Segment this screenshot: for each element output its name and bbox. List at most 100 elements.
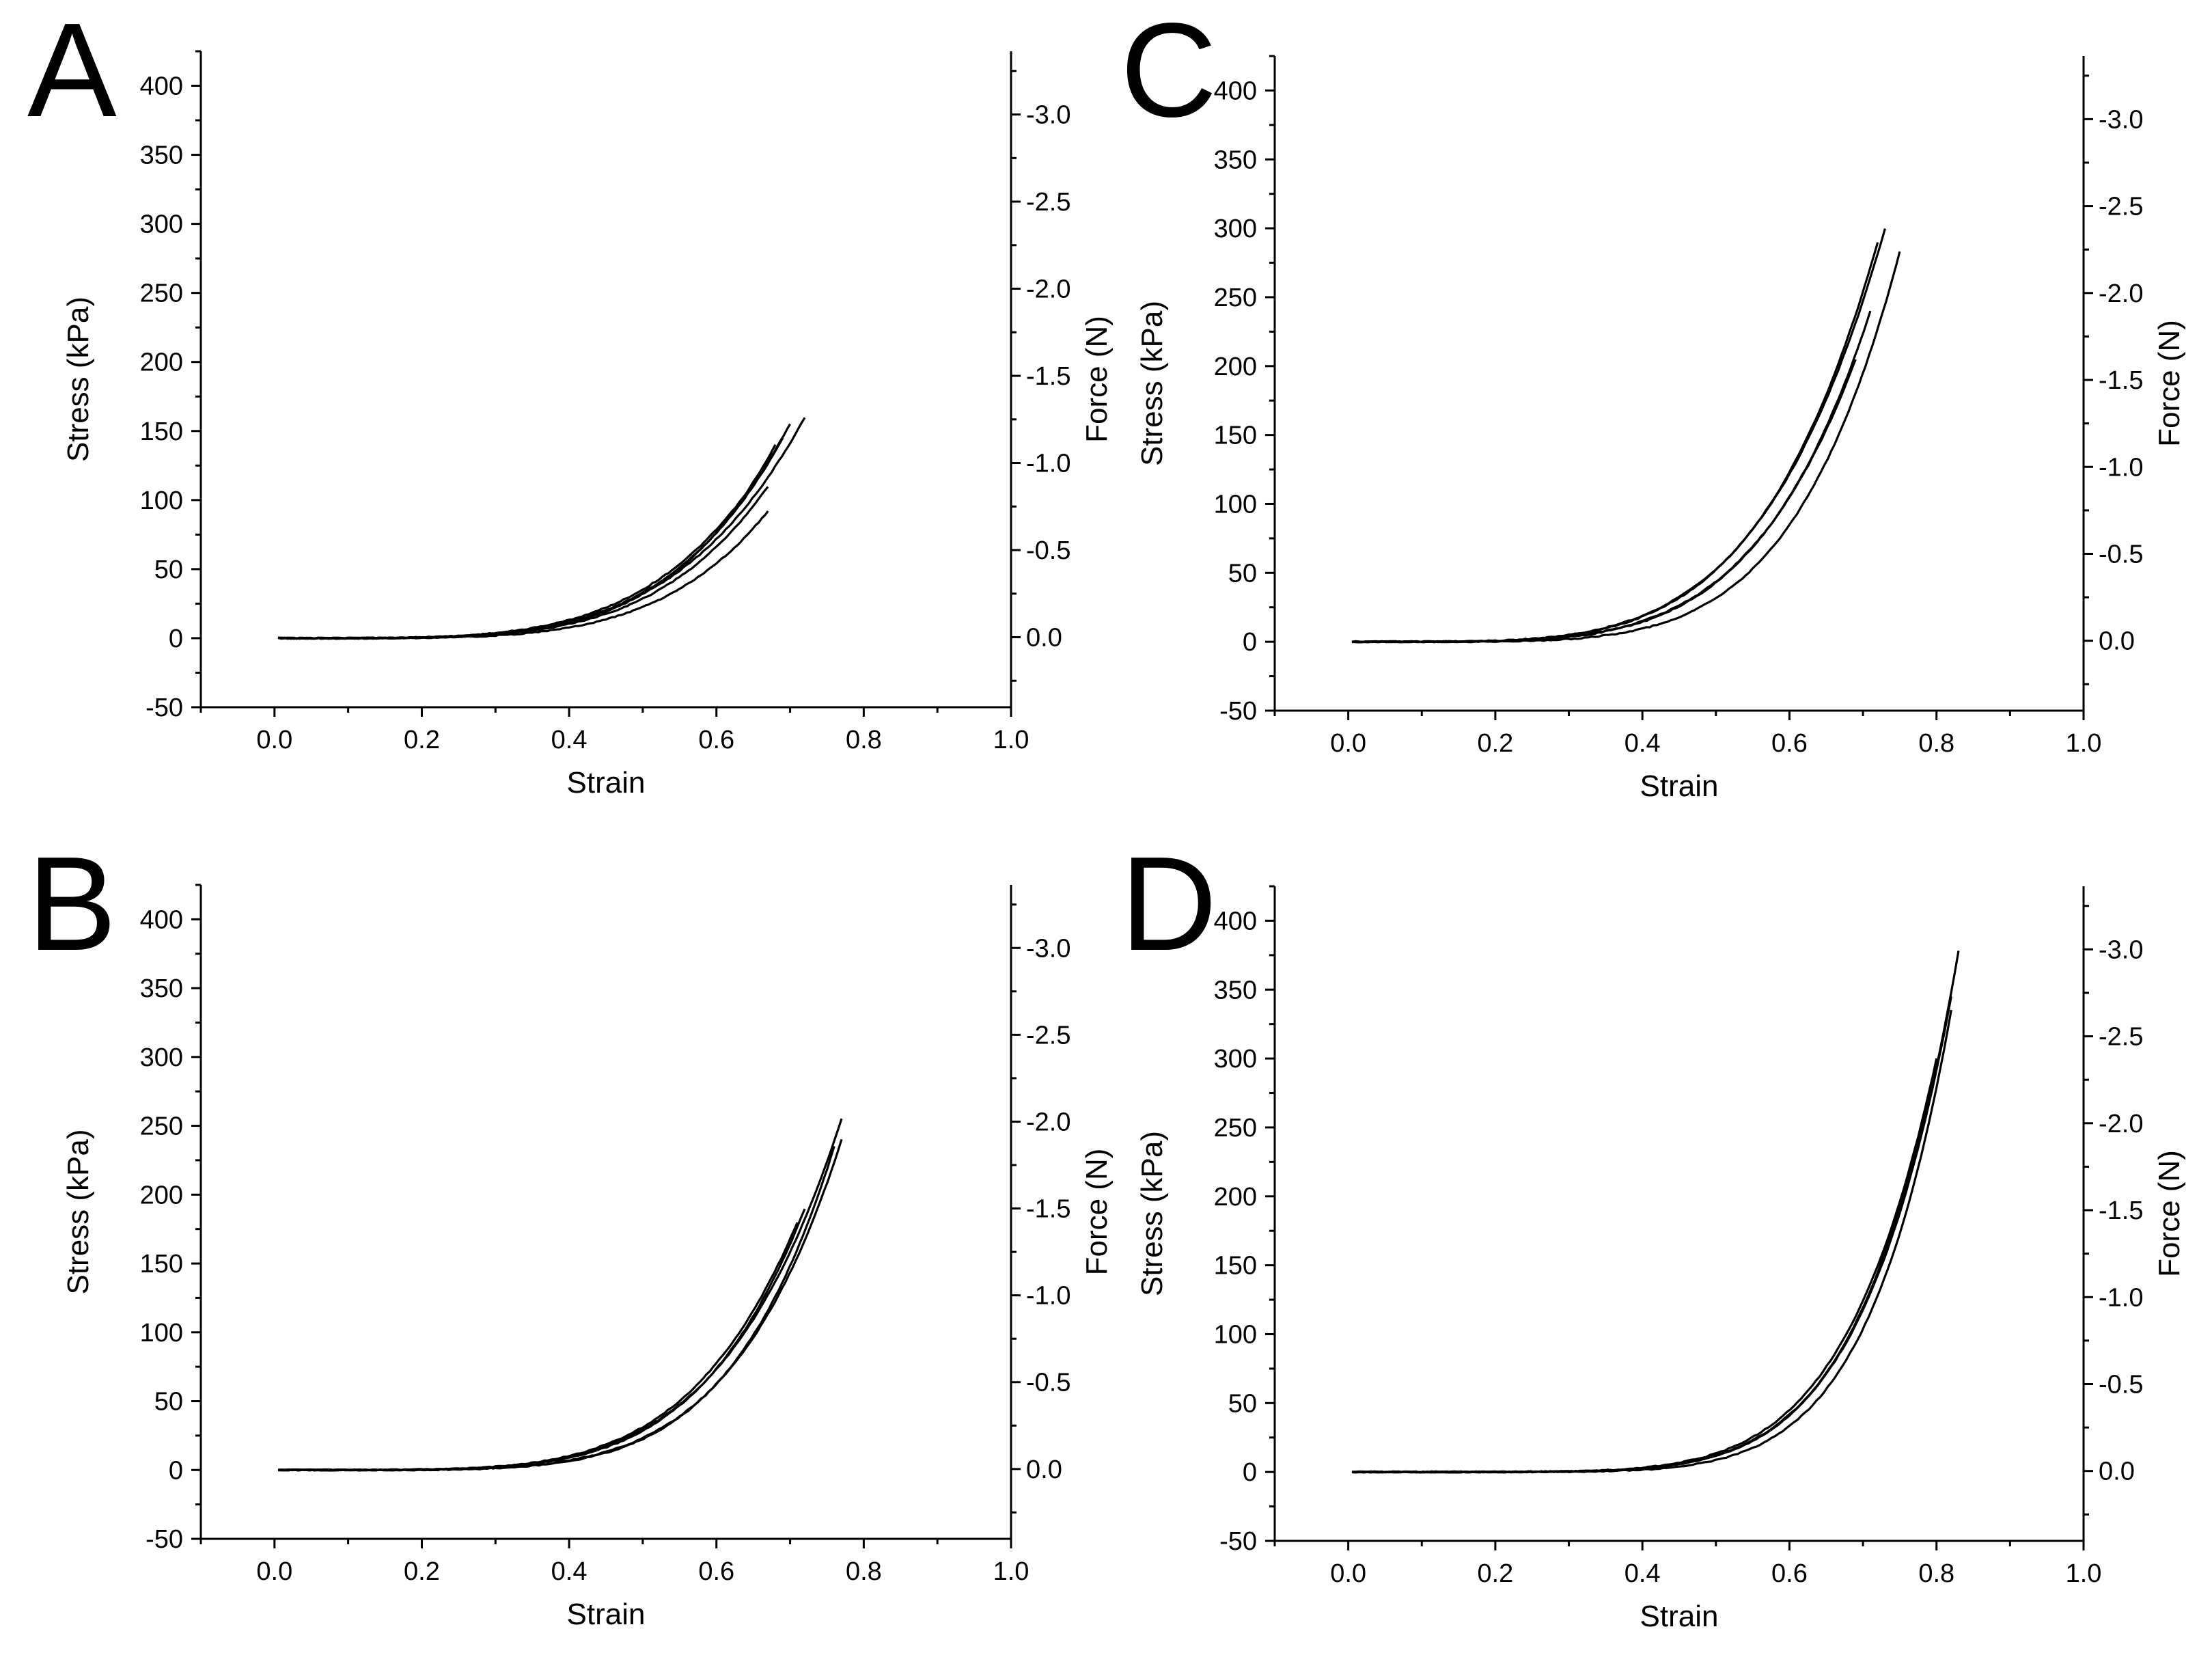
series-line-run-6 xyxy=(278,510,769,640)
y2-tick-label: -3.0 xyxy=(1026,101,1070,130)
y-tick-label: 0 xyxy=(1243,1458,1257,1487)
y2-tick-label: -1.5 xyxy=(2099,1196,2143,1225)
y-tick-label: 250 xyxy=(1214,1114,1257,1143)
y2-tick-label: -2.0 xyxy=(2099,1110,2143,1138)
y-tick-label: 0 xyxy=(169,1456,183,1485)
y-tick-label: 350 xyxy=(1214,146,1257,174)
y2-tick-label: 0.0 xyxy=(1026,1455,1062,1484)
y2-tick-label: -2.5 xyxy=(1026,188,1070,217)
x-tick-label: 0.6 xyxy=(698,726,734,754)
y2-tick-label: -1.5 xyxy=(1026,1195,1070,1224)
chart-panel-b: B 0.0 0.2 0.4 0.6 0.8 1.0 -50 0 50 100 150 200 250 300… xyxy=(27,829,1114,1631)
y2-tick-label: -1.5 xyxy=(2099,366,2143,395)
y-axis-title: Stress (kPa) xyxy=(1135,301,1169,466)
series-line-run-1 xyxy=(1351,950,1960,1474)
series-line-run-4 xyxy=(1352,1058,1938,1474)
y-tick-label: 50 xyxy=(1228,1389,1257,1418)
y-tick-label: 350 xyxy=(1214,976,1257,1004)
y-tick-label: 400 xyxy=(140,905,183,934)
series-line-run-5 xyxy=(1352,359,1857,644)
x-tick-label: 0.2 xyxy=(404,726,440,754)
y-tick-label: 250 xyxy=(1214,284,1257,312)
x-tick-label: 0.0 xyxy=(1330,729,1366,758)
y-tick-label: 200 xyxy=(1214,1183,1257,1212)
y2-tick-label: -2.5 xyxy=(2099,193,2143,221)
y2-tick-label: -0.5 xyxy=(1026,1369,1070,1397)
x-tick-label: 0.8 xyxy=(846,726,882,754)
series-line-run-4 xyxy=(278,1208,806,1472)
y-tick-label: 150 xyxy=(140,418,183,446)
y2-axis-title: Force (N) xyxy=(1080,1149,1114,1276)
y2-tick-label: -2.0 xyxy=(2099,279,2143,308)
y2-tick-label: -1.0 xyxy=(2099,453,2143,482)
series-line-run-1 xyxy=(277,417,806,640)
y-tick-label: 50 xyxy=(154,1388,183,1417)
series-line-run-5 xyxy=(278,1222,799,1472)
y-tick-label: 400 xyxy=(1214,907,1257,935)
chart-panel-c: C 0.0 0.2 0.4 0.6 0.8 1.0 -50 0 50 100 150 200 250 300… xyxy=(1120,0,2186,803)
x-tick-label: 0.2 xyxy=(1477,1559,1513,1588)
y2-axis-title: Force (N) xyxy=(2153,1150,2186,1277)
y2-axis-title: Force (N) xyxy=(2153,320,2186,447)
series-line-run-3 xyxy=(1352,1009,1952,1474)
y-tick-label: -50 xyxy=(1219,1527,1257,1556)
y-tick-label: 50 xyxy=(154,556,183,584)
y-tick-label: 0 xyxy=(1243,628,1257,657)
x-tick-label: 0.0 xyxy=(256,726,292,754)
x-axis-title: Strain xyxy=(567,1598,646,1631)
series-line-run-4 xyxy=(278,444,777,640)
y2-tick-label: -2.0 xyxy=(1026,275,1070,304)
chart-panel-d: D 0.0 0.2 0.4 0.6 0.8 1.0 -50 0 50 100 150 200 250 300… xyxy=(1120,829,2186,1633)
y-axis-title: Stress (kPa) xyxy=(1135,1131,1169,1296)
series-line-run-2 xyxy=(1351,996,1952,1474)
x-tick-label: 0.0 xyxy=(256,1557,292,1586)
y2-tick-label: -1.0 xyxy=(1026,450,1070,478)
y-tick-label: 200 xyxy=(1214,353,1257,381)
x-tick-label: 0.4 xyxy=(1625,729,1661,758)
y-tick-label: 150 xyxy=(1214,422,1257,450)
y2-tick-label: -3.0 xyxy=(2099,105,2143,134)
y2-tick-label: -2.0 xyxy=(1026,1108,1070,1136)
x-tick-label: 1.0 xyxy=(993,1557,1029,1586)
y-tick-label: 300 xyxy=(140,210,183,239)
chart-panel-a: A 0.0 0.2 0.4 0.6 0.8 1.0 -50 0 50 100 150 200 250 300… xyxy=(27,0,1114,799)
x-tick-label: 0.6 xyxy=(1771,1559,1808,1588)
panel-letter: D xyxy=(1120,829,1217,979)
x-tick-label: 1.0 xyxy=(2066,1559,2102,1588)
y2-tick-label: 0.0 xyxy=(2099,1458,2135,1486)
y-tick-label: 0 xyxy=(169,625,183,653)
x-axis-title: Strain xyxy=(567,766,646,799)
y-tick-label: 150 xyxy=(140,1250,183,1278)
series-line-run-5 xyxy=(1351,1093,1931,1474)
series-line-run-1 xyxy=(278,1118,843,1472)
y2-tick-label: -1.0 xyxy=(1026,1282,1070,1311)
y-tick-label: 350 xyxy=(140,141,183,170)
x-tick-label: 0.8 xyxy=(1918,1559,1954,1588)
y2-tick-label: -2.5 xyxy=(2099,1023,2143,1052)
y-tick-label: -50 xyxy=(146,694,183,722)
x-tick-label: 0.4 xyxy=(551,1557,587,1586)
x-tick-label: 0.8 xyxy=(1918,729,1954,758)
y-axis-title: Stress (kPa) xyxy=(61,297,95,462)
y-tick-label: 100 xyxy=(1214,490,1257,519)
y-tick-label: 100 xyxy=(140,487,183,515)
y-tick-label: 300 xyxy=(1214,1045,1257,1073)
y-tick-label: 100 xyxy=(1214,1320,1257,1349)
x-axis-title: Strain xyxy=(1640,1600,1719,1633)
panel-letter: A xyxy=(27,0,117,145)
series-line-run-1 xyxy=(1351,228,1886,644)
y-axis-title: Stress (kPa) xyxy=(61,1129,95,1294)
y-tick-label: 250 xyxy=(140,1112,183,1141)
y2-tick-label: 0.0 xyxy=(1026,623,1062,652)
y-tick-label: 100 xyxy=(140,1319,183,1348)
x-tick-label: 0.4 xyxy=(1625,1559,1661,1588)
y-tick-label: 300 xyxy=(1214,215,1257,243)
y2-tick-label: -3.0 xyxy=(2099,935,2143,964)
x-tick-label: 0.0 xyxy=(1330,1559,1366,1588)
y2-tick-label: -1.5 xyxy=(1026,362,1070,391)
y-tick-label: 300 xyxy=(140,1043,183,1072)
y-tick-label: 350 xyxy=(140,974,183,1003)
y-tick-label: 400 xyxy=(1214,77,1257,105)
